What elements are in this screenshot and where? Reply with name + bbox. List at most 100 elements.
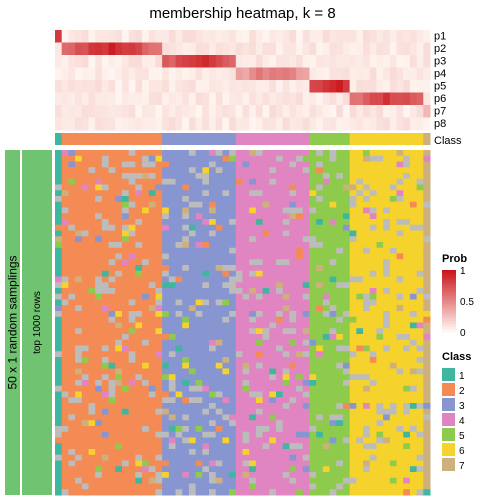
main-cell	[417, 173, 424, 179]
main-cell	[149, 363, 156, 369]
main-cell	[370, 225, 377, 231]
main-cell	[356, 179, 363, 185]
main-cell	[390, 334, 397, 340]
prob-cell	[169, 93, 176, 106]
prob-cell	[182, 93, 189, 106]
main-cell	[417, 432, 424, 438]
main-cell	[222, 409, 229, 415]
main-cell	[263, 288, 270, 294]
main-cell	[182, 236, 189, 242]
main-cell	[196, 351, 203, 357]
main-cell	[229, 357, 236, 363]
main-cell	[309, 415, 316, 421]
main-cell	[88, 351, 95, 357]
prob-cell	[276, 118, 283, 131]
main-cell	[249, 323, 256, 329]
main-cell	[309, 374, 316, 380]
main-cell	[303, 420, 310, 426]
class-bar-cell	[189, 133, 196, 145]
main-cell	[142, 259, 149, 265]
main-cell	[135, 363, 142, 369]
main-cell	[129, 254, 136, 260]
main-cell	[296, 346, 303, 352]
main-cell	[189, 334, 196, 340]
prob-cell	[390, 55, 397, 68]
main-cell	[189, 472, 196, 478]
main-cell	[370, 271, 377, 277]
prob-cell	[202, 105, 209, 118]
main-cell	[82, 403, 89, 409]
main-cell	[283, 392, 290, 398]
main-cell	[109, 288, 116, 294]
main-cell	[269, 455, 276, 461]
main-cell	[276, 409, 283, 415]
main-cell	[336, 179, 343, 185]
main-cell	[236, 271, 243, 277]
class-bar-cell	[243, 133, 250, 145]
prob-cell	[403, 43, 410, 56]
main-cell	[115, 420, 122, 426]
main-cell	[155, 426, 162, 432]
prob-cell	[162, 105, 169, 118]
main-cell	[142, 288, 149, 294]
main-cell	[370, 294, 377, 300]
main-cell	[343, 185, 350, 191]
main-cell	[343, 323, 350, 329]
main-cell	[196, 466, 203, 472]
prob-cell	[229, 93, 236, 106]
main-cell	[330, 346, 337, 352]
prob-cell	[88, 30, 95, 43]
prob-cell	[216, 80, 223, 93]
class-bar-cell	[263, 133, 270, 145]
main-cell	[330, 179, 337, 185]
main-cell	[249, 403, 256, 409]
main-cell	[162, 173, 169, 179]
main-cell	[343, 213, 350, 219]
main-cell	[122, 162, 129, 168]
main-cell	[269, 323, 276, 329]
main-cell	[216, 369, 223, 375]
main-cell	[410, 162, 417, 168]
main-cell	[283, 162, 290, 168]
prob-cell	[122, 55, 129, 68]
main-cell	[75, 392, 82, 398]
main-cell	[169, 225, 176, 231]
class-bar-cell	[155, 133, 162, 145]
main-cell	[423, 346, 430, 352]
prob-cell	[182, 118, 189, 131]
main-cell	[330, 265, 337, 271]
main-cell	[343, 346, 350, 352]
main-cell	[323, 305, 330, 311]
main-cell	[336, 397, 343, 403]
main-cell	[229, 455, 236, 461]
main-cell	[370, 409, 377, 415]
main-cell	[82, 305, 89, 311]
main-cell	[169, 259, 176, 265]
main-cell	[356, 173, 363, 179]
main-cell	[390, 461, 397, 467]
main-cell	[256, 438, 263, 444]
main-cell	[68, 225, 75, 231]
main-cell	[236, 248, 243, 254]
main-cell	[336, 484, 343, 490]
main-cell	[236, 466, 243, 472]
main-cell	[403, 397, 410, 403]
main-cell	[256, 236, 263, 242]
prob-cell	[82, 118, 89, 131]
main-cell	[62, 311, 69, 317]
prob-cell	[55, 105, 62, 118]
main-cell	[129, 162, 136, 168]
main-cell	[202, 397, 209, 403]
main-cell	[417, 271, 424, 277]
main-cell	[102, 259, 109, 265]
main-cell	[142, 219, 149, 225]
main-cell	[75, 271, 82, 277]
main-cell	[390, 271, 397, 277]
main-cell	[370, 167, 377, 173]
main-cell	[316, 265, 323, 271]
main-cell	[189, 317, 196, 323]
prob-cell	[269, 105, 276, 118]
main-cell	[370, 472, 377, 478]
main-cell	[182, 484, 189, 490]
main-cell	[68, 317, 75, 323]
